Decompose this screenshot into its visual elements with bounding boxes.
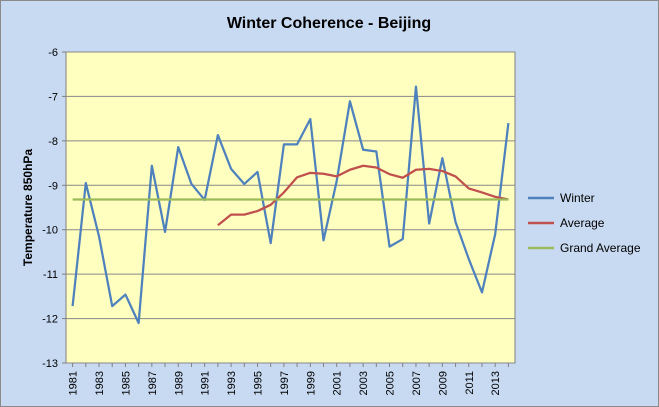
gridlines [62,51,515,367]
y-tick-label: -8 [48,136,58,148]
x-tick-label: 2013 [490,371,502,395]
series-line-winter [71,85,510,325]
chart-title: Winter Coherence - Beijing [227,15,431,32]
series-lines [71,85,510,325]
y-tick-label: -10 [42,225,58,237]
y-axis-title: Temperature 850hPa [21,149,35,266]
x-tick-label: 2005 [385,371,397,395]
y-tick-label: -12 [42,314,58,326]
x-tick-label: 1999 [305,371,317,395]
x-tick-label: 2009 [437,371,449,395]
y-tick-label: -11 [43,269,58,281]
x-tick-label: 2011 [464,371,476,395]
x-tick-label: 1993 [226,371,238,395]
legend-label-average: Average [560,216,605,230]
x-tick-label: 2003 [358,371,370,395]
y-tick-label: -13 [42,358,58,370]
series-line-average [217,164,509,227]
legend-label-grand-average: Grand Average [560,241,641,255]
plot-area [65,51,516,364]
y-tick-labels: -6 -7 -8 -9 -10 -11 -12 -13 [42,47,58,370]
legend: Winter Average Grand Average [528,191,641,255]
x-tick-label: 2007 [411,371,423,395]
legend-label-winter: Winter [560,191,595,205]
x-tick-label: 2001 [332,371,344,395]
x-tick-label: 1987 [147,371,159,395]
x-tick-label: 1991 [200,371,212,395]
x-tick-label: 1997 [279,371,291,395]
y-tick-label: -6 [48,47,58,59]
y-tick-label: -7 [48,91,58,103]
x-tick-label: 1995 [252,371,264,395]
x-tick-label: 1985 [120,371,132,395]
x-tick-label: 1989 [173,371,185,395]
y-tick-label: -9 [48,180,58,192]
x-tick-label: 1981 [68,371,80,395]
x-tick-labels: 1981 1983 1985 1987 1989 1991 1993 1995 1997 1999… [68,371,503,395]
x-tick-label: 1983 [94,371,106,395]
